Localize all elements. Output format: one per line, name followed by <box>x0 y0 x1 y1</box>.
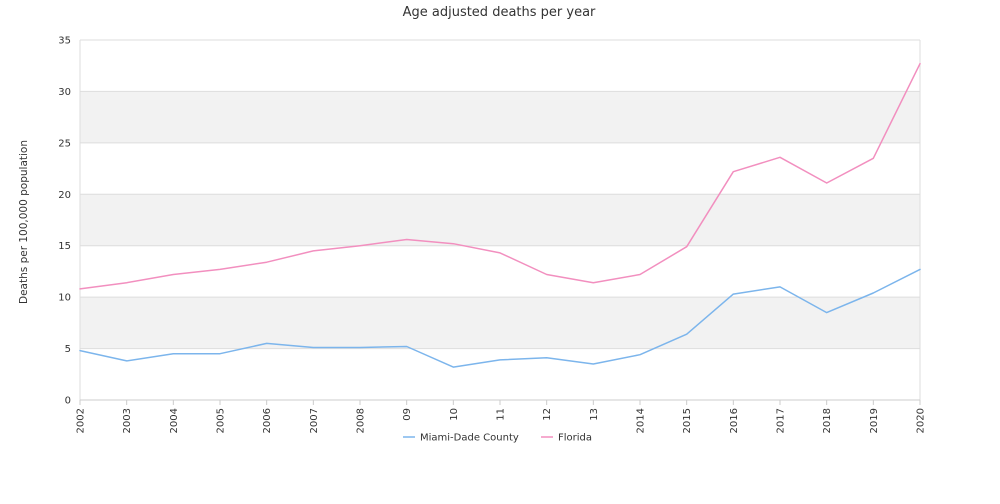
x-tick-label: 2008 <box>356 408 367 433</box>
y-tick-label: 10 <box>58 293 71 304</box>
x-tick-label: 2016 <box>729 408 740 433</box>
legend-label: Florida <box>558 433 592 444</box>
grid-band <box>80 348 920 400</box>
x-tick-label: 2020 <box>916 408 927 433</box>
y-tick-label: 30 <box>58 87 71 98</box>
x-tick-label: 11 <box>496 408 507 421</box>
x-tick-label: 10 <box>449 408 460 421</box>
y-tick-label: 35 <box>58 36 71 47</box>
chart-title: Age adjusted deaths per year <box>403 5 596 20</box>
legend-label: Miami-Dade County <box>420 433 519 444</box>
grid-band <box>80 245 920 298</box>
x-tick-label: 2019 <box>869 408 880 433</box>
x-tick-label: 09 <box>402 408 413 421</box>
x-tick-label: 2018 <box>822 408 833 433</box>
grid-band <box>80 91 920 143</box>
series-line <box>79 62 921 290</box>
x-tick-label: 2017 <box>776 408 787 433</box>
grid-band <box>80 142 920 195</box>
legend: Miami-Dade County Florida <box>403 433 592 444</box>
x-tick-label: 2005 <box>216 408 227 433</box>
legend-item[interactable]: Miami-Dade County <box>403 433 519 444</box>
grid-band <box>80 297 920 349</box>
legend-item[interactable]: Florida <box>541 433 592 444</box>
series-line <box>79 268 921 368</box>
y-tick-label: 15 <box>58 241 71 252</box>
x-tick-label: 2003 <box>122 408 133 433</box>
y-axis-label: Deaths per 100,000 population <box>18 140 30 304</box>
x-tick-label: 2007 <box>309 408 320 433</box>
x-tick-label: 2014 <box>636 408 647 433</box>
x-tick-label: 2004 <box>169 408 180 433</box>
x-tick-label: 13 <box>589 408 600 421</box>
grid-bands <box>80 40 920 400</box>
y-tick-label: 25 <box>58 138 71 149</box>
x-tick-label: 2002 <box>76 408 87 433</box>
x-axis-ticks: 2002 2003 2004 2005 2006 2007 2008 09 10 11 12 13 20… <box>76 400 927 433</box>
y-tick-label: 20 <box>58 190 71 201</box>
y-tick-label: 0 <box>65 396 71 407</box>
grid-band <box>80 40 920 92</box>
y-axis-ticks: 0 5 10 15 20 25 30 35 <box>58 36 71 407</box>
x-tick-label: 12 <box>542 408 553 421</box>
y-tick-label: 5 <box>65 344 71 355</box>
grid-band <box>80 194 920 246</box>
series-lines <box>79 62 921 368</box>
x-tick-label: 2006 <box>262 408 273 433</box>
x-tick-label: 2015 <box>682 408 693 433</box>
